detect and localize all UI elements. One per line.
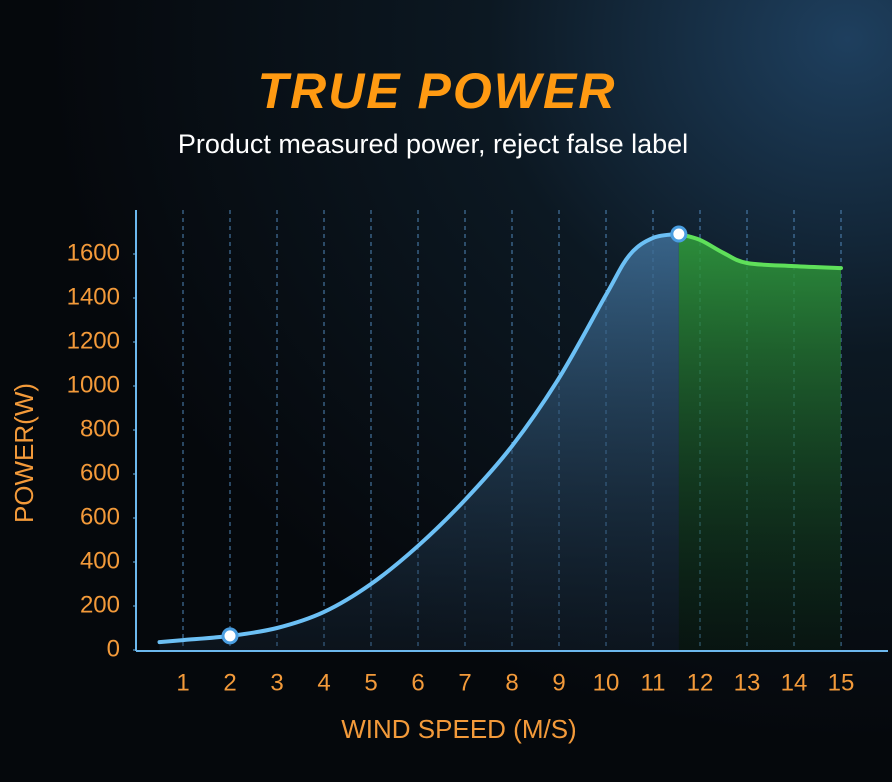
y-tick-label: 400	[80, 547, 120, 574]
y-tick-label: 1400	[67, 283, 120, 310]
y-tick-label: 1600	[67, 239, 120, 266]
x-tick-label: 11	[641, 669, 666, 696]
chart-title: TRUE POWER	[258, 63, 617, 119]
x-tick-label: 4	[317, 669, 330, 696]
y-tick-label: 1000	[67, 371, 120, 398]
y-axis-label: POWER(W)	[9, 383, 39, 523]
y-tick-label: 800	[80, 415, 120, 442]
y-tick-label: 600	[80, 503, 120, 530]
x-tick-label: 10	[593, 669, 620, 696]
x-tick-label: 7	[458, 669, 471, 696]
x-tick-label: 12	[687, 669, 714, 696]
x-tick-label: 1	[176, 669, 189, 696]
x-tick-label: 3	[270, 669, 283, 696]
series-area	[159, 233, 679, 651]
y-tick-label: 200	[80, 591, 120, 618]
highlight-point	[221, 627, 239, 645]
series-line	[157, 231, 681, 645]
y-tick-label: 600	[80, 459, 120, 486]
series-line	[676, 231, 843, 271]
x-tick-label: 15	[828, 669, 855, 696]
series-area	[678, 233, 841, 651]
x-tick-label: 13	[734, 669, 761, 696]
x-tick-label: 8	[505, 669, 518, 696]
x-tick-label: 5	[364, 669, 377, 696]
x-axis-label: WIND SPEED (M/S)	[341, 714, 576, 744]
chart-subtitle: Product measured power, reject false lab…	[178, 129, 688, 159]
y-tick-label: 0	[107, 635, 120, 662]
highlight-point	[670, 225, 688, 243]
x-tick-label: 9	[552, 669, 565, 696]
x-tick-label: 2	[223, 669, 236, 696]
x-tick-label: 14	[781, 669, 808, 696]
y-tick-label: 1200	[67, 327, 120, 354]
x-tick-label: 6	[411, 669, 424, 696]
